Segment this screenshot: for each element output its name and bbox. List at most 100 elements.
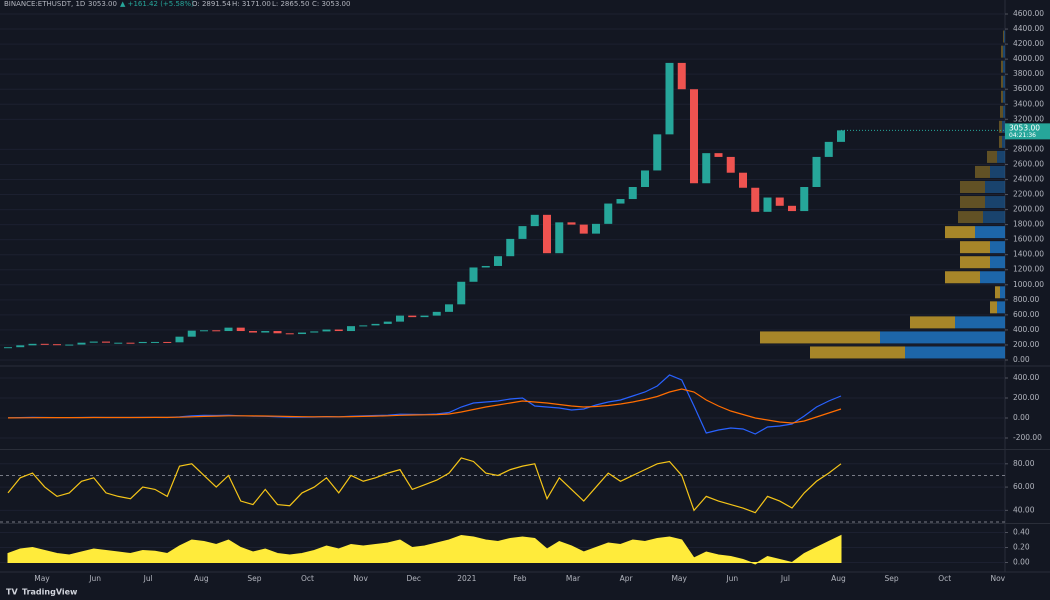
series-line: [7, 388, 842, 424]
x-tick-label: Jun: [88, 574, 101, 583]
series-area: [7, 534, 842, 565]
symbol: BINANCE:ETHUSDT, 1D: [4, 0, 85, 8]
x-tick-label: Oct: [301, 574, 314, 583]
profile-up: [1003, 105, 1005, 118]
x-tick-label: Nov: [353, 574, 368, 583]
candle: [175, 336, 184, 343]
profile-up: [905, 346, 1005, 359]
candle: [40, 343, 49, 345]
candle: [432, 311, 441, 316]
profile-up: [990, 165, 1005, 178]
candle: [702, 153, 711, 184]
y-tick-label: 4400.00: [1013, 24, 1044, 33]
y-tick-label: 400.00: [1013, 373, 1039, 382]
candle: [530, 214, 539, 227]
profile-down: [960, 181, 985, 194]
candle: [212, 330, 221, 332]
profile-up: [985, 196, 1005, 209]
candle: [628, 187, 637, 200]
x-tick-label: May: [34, 574, 50, 583]
profile-up: [990, 256, 1005, 269]
candle: [138, 341, 147, 344]
candle: [102, 341, 110, 343]
profile-up: [997, 150, 1005, 163]
profile-down: [1001, 45, 1003, 58]
candle: [396, 315, 404, 322]
candle: [298, 332, 306, 335]
profile-up: [980, 271, 1005, 284]
candle: [751, 187, 760, 212]
x-tick-label: Sep: [247, 574, 261, 583]
y-tick-label: 2200.00: [1013, 190, 1044, 199]
candle: [824, 141, 833, 157]
candle: [604, 203, 613, 224]
candle: [690, 89, 698, 184]
x-tick-label: 2021: [457, 574, 476, 583]
high: H: 3171.00: [232, 0, 271, 8]
y-tick-label: 200.00: [1013, 340, 1039, 349]
candle: [371, 323, 380, 326]
candle: [726, 156, 735, 173]
profile-down: [999, 120, 1002, 133]
y-tick-label: 1200.00: [1013, 265, 1044, 274]
x-tick-label: Aug: [831, 574, 846, 583]
candle: [641, 170, 649, 188]
y-tick-label: 60.00: [1013, 482, 1035, 491]
y-tick-label: 200.00: [1013, 393, 1039, 402]
footer-logo: TradingView: [22, 588, 78, 597]
profile-down: [810, 346, 905, 359]
profile-down: [960, 241, 990, 254]
profile-down: [760, 331, 880, 344]
profile-up: [1004, 30, 1005, 43]
profile-down: [1001, 60, 1003, 73]
candle: [273, 331, 282, 334]
x-tick-label: Jun: [725, 574, 738, 583]
candle: [457, 281, 466, 305]
candle: [420, 315, 429, 318]
candle: [665, 62, 674, 135]
last: 3053.00: [88, 0, 117, 8]
candle: [494, 256, 502, 266]
candle: [151, 341, 159, 343]
y-tick-label: 600.00: [1013, 310, 1039, 319]
logo-mark: TV: [6, 588, 18, 597]
price-tag-value: 3053.00: [1009, 123, 1040, 132]
profile-up: [1003, 60, 1005, 73]
y-tick-label: 80.00: [1013, 459, 1035, 468]
x-tick-label: Jul: [143, 574, 153, 583]
close: C: 3053.00: [312, 0, 350, 8]
profile-down: [987, 150, 997, 163]
x-tick-label: Feb: [513, 574, 527, 583]
candle: [114, 342, 123, 344]
y-tick-label: 4000.00: [1013, 54, 1044, 63]
y-tick-label: 0.00: [1013, 413, 1030, 422]
profile-up: [1002, 120, 1005, 133]
candle: [77, 342, 86, 345]
profile-down: [945, 271, 980, 284]
y-tick-label: 400.00: [1013, 325, 1039, 334]
y-tick-label: 2400.00: [1013, 174, 1044, 183]
y-tick-label: 0.40: [1013, 528, 1030, 537]
candle: [187, 330, 196, 337]
candle: [653, 134, 662, 171]
profile-up: [1003, 75, 1005, 88]
x-tick-label: Dec: [406, 574, 421, 583]
candle: [285, 333, 294, 335]
candle: [126, 342, 135, 344]
y-tick-label: 0.00: [1013, 558, 1030, 567]
x-tick-label: May: [671, 574, 687, 583]
profile-down: [999, 135, 1002, 148]
candle: [543, 214, 551, 254]
candle: [677, 62, 686, 90]
series-line: [7, 457, 842, 514]
candle: [555, 222, 564, 254]
profile-up: [990, 241, 1005, 254]
candle: [359, 325, 368, 327]
candle: [518, 226, 527, 239]
x-tick-label: Mar: [566, 574, 581, 583]
y-tick-label: 1600.00: [1013, 235, 1044, 244]
candle: [89, 341, 98, 343]
candle: [616, 199, 625, 204]
price-tag-timer: 04:21:36: [1009, 132, 1036, 139]
